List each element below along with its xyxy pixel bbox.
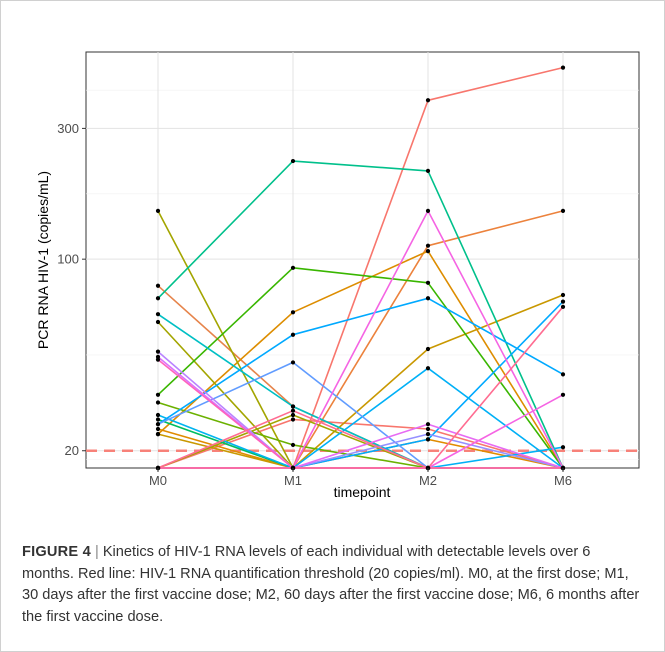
data-point: [155, 319, 161, 325]
x-tick-label: M2: [419, 473, 437, 488]
data-point: [425, 208, 431, 214]
data-point: [290, 408, 296, 413]
data-point: [560, 292, 566, 298]
data-point: [155, 208, 161, 214]
data-point: [425, 422, 431, 427]
series-line: [157, 297, 564, 425]
x-axis-ticks: M0 M1 M2 M6: [149, 468, 572, 488]
data-point: [425, 280, 431, 285]
series-lines: [157, 66, 564, 469]
series-line: [157, 294, 564, 469]
data-point: [560, 392, 566, 397]
series-line: [157, 160, 564, 469]
data-point: [155, 283, 161, 288]
plot-panel: [85, 51, 640, 469]
data-point: [155, 357, 161, 362]
series-line: [157, 266, 564, 469]
x-tick-label: M6: [554, 473, 572, 488]
data-point: [290, 442, 296, 448]
chart-svg: 20 100 300 M0 M1 M2 M6 timepoint PCR RNA HIV-…: [35, 51, 640, 500]
data-point: [155, 422, 161, 427]
series-line: [157, 250, 564, 469]
caption-label: FIGURE 4: [22, 544, 91, 560]
data-point: [425, 346, 431, 352]
data-point: [155, 412, 161, 418]
data-point: [425, 432, 431, 437]
caption-text: Kinetics of HIV-1 RNA levels of each ind…: [22, 544, 640, 625]
figure-caption: FIGURE 4 | Kinetics of HIV-1 RNA levels …: [22, 542, 642, 628]
data-point: [560, 208, 566, 214]
data-point: [290, 265, 296, 270]
data-point: [155, 392, 161, 397]
data-point: [290, 310, 296, 315]
data-point: [155, 312, 161, 317]
series-line: [158, 306, 564, 469]
data-point: [155, 417, 161, 422]
data-point: [425, 366, 431, 371]
data-point: [425, 437, 431, 442]
y-axis-title: PCR RNA HIV-1 (copies/mL): [35, 171, 51, 349]
data-point: [290, 412, 296, 418]
data-point: [560, 299, 566, 304]
y-tick-label: 300: [57, 121, 79, 136]
data-point: [290, 158, 296, 164]
data-point: [425, 98, 431, 103]
x-tick-label: M0: [149, 473, 167, 488]
data-point: [560, 372, 566, 377]
data-point: [290, 332, 296, 337]
data-point: [290, 360, 296, 365]
caption-separator: |: [94, 544, 99, 560]
x-tick-label: M1: [284, 473, 302, 488]
series-line: [157, 409, 563, 469]
data-point: [560, 65, 566, 70]
data-point: [155, 432, 161, 437]
data-point: [425, 249, 431, 254]
data-point: [155, 400, 161, 405]
data-point: [155, 426, 161, 432]
data-point: [290, 404, 296, 409]
y-tick-label: 20: [65, 443, 79, 458]
data-point: [155, 349, 161, 354]
data-point: [560, 304, 566, 309]
y-axis-ticks: 20 100 300: [57, 121, 86, 458]
data-point: [425, 296, 431, 301]
data-point: [155, 296, 161, 301]
data-point: [290, 417, 296, 422]
data-point: [425, 168, 431, 173]
data-point: [425, 426, 431, 432]
y-tick-label: 100: [57, 252, 79, 267]
x-axis-title: timepoint: [334, 484, 391, 500]
data-point: [560, 445, 566, 450]
data-point: [425, 243, 431, 248]
